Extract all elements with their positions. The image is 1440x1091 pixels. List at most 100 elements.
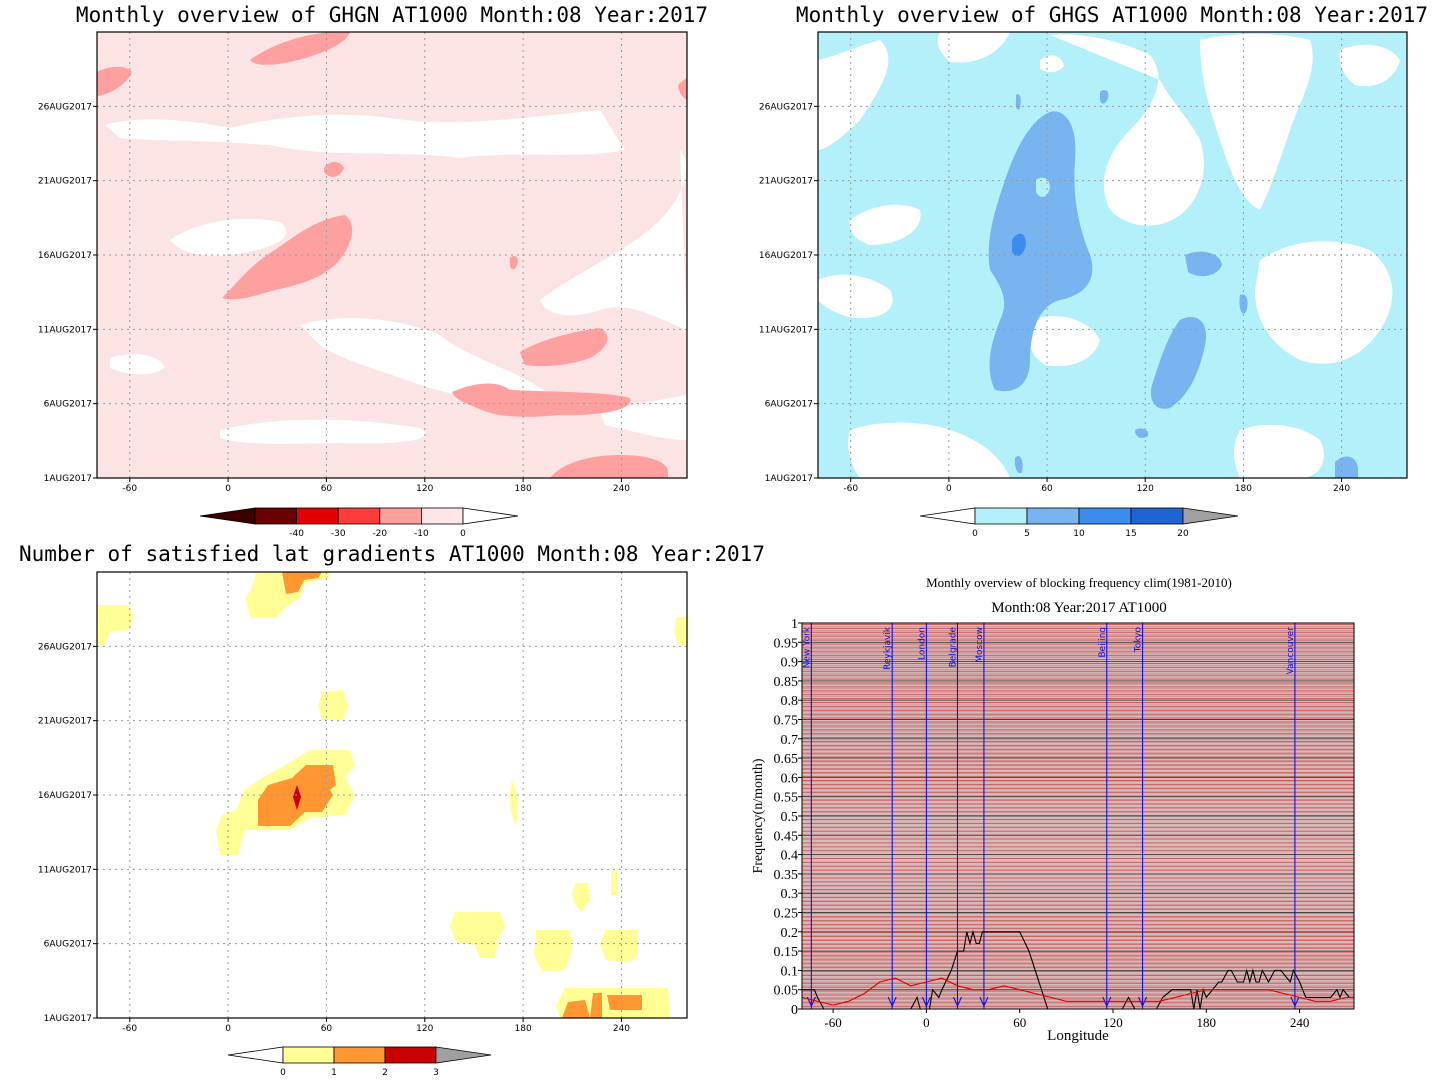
latgrad-colorbar: 0 1 2 3	[227, 1046, 492, 1078]
ghgs-zero-region	[1040, 55, 1064, 73]
latgrad-two-region	[590, 993, 602, 1018]
x-tick-label: -60	[122, 1024, 137, 1034]
colorbar-extend-low	[919, 507, 976, 525]
colorbar-swatch	[974, 507, 1028, 525]
ghgn-grid	[97, 32, 687, 478]
series-line	[801, 977, 1354, 1006]
blocking-city-markers: New York Reykjavik London Belgrade Moscow Bei…	[802, 623, 1300, 1009]
colorbar-label: -20	[372, 529, 387, 539]
city-label: Tokyo	[1134, 627, 1144, 654]
city-arrow-icon	[952, 996, 962, 1008]
ghgs-zero-region	[1234, 424, 1324, 478]
ghgs-title: Monthly overview of GHGS AT1000 Month:08…	[796, 3, 1428, 27]
x-tick-label: 240	[613, 1024, 630, 1034]
x-tick-label: 240	[613, 484, 630, 494]
x-tick-label: 60	[1041, 484, 1053, 494]
latgrad-one-region	[450, 912, 505, 958]
colorbar-swatch	[296, 507, 339, 525]
ghgn-zero-region	[540, 150, 687, 330]
ghgs-colorbar: 0 5 10 15 20	[919, 507, 1239, 539]
x-tick-label: 60	[321, 484, 333, 494]
colorbar-label: 2	[382, 1068, 388, 1078]
colorbar-label: -40	[289, 529, 304, 539]
y-tick-label: 0	[791, 1003, 798, 1018]
colorbar-swatch	[337, 507, 381, 525]
ghgs-zero-region	[818, 40, 889, 150]
y-tick-label: 16AUG2017	[759, 251, 813, 261]
latgrad-one-region	[318, 690, 348, 720]
ghgs-positive-region	[1185, 251, 1222, 277]
latgrad-title: Number of satisfied lat gradients AT1000…	[19, 542, 765, 566]
latgrad-two-region	[607, 995, 642, 1010]
latgrad-one-region	[674, 616, 687, 645]
city-arrow-icon	[1290, 996, 1300, 1008]
y-tick-label: 16AUG2017	[38, 791, 92, 801]
panel-ghgs: Monthly overview of GHGS AT1000 Month:08…	[759, 3, 1428, 539]
latgrad-three-region	[293, 785, 301, 810]
ghgn-colorbar: -40 -30 -20 -10 0	[199, 507, 519, 539]
colorbar-swatch	[384, 1046, 437, 1064]
city-label: Belgrade	[948, 627, 958, 668]
ghgn-title: Monthly overview of GHGN AT1000 Month:08…	[76, 3, 708, 27]
colorbar-label: 0	[972, 529, 978, 539]
y-tick-label: 0.2	[781, 926, 799, 941]
ghgn-zero-region	[220, 419, 426, 444]
colorbar-swatch	[420, 507, 464, 525]
city-arrow-icon	[1138, 996, 1148, 1008]
colorbar-extend-low	[199, 507, 256, 525]
city-label: Vancouver	[1286, 627, 1296, 675]
colorbar-swatch	[333, 1046, 386, 1064]
colorbar-extend-high	[462, 507, 519, 525]
panel-lat-gradients: Number of satisfied lat gradients AT1000…	[19, 542, 765, 1078]
x-tick-label: 0	[946, 484, 952, 494]
ghgs-zero-region	[1050, 34, 1204, 226]
ghgs-zero-region	[1200, 34, 1313, 210]
colorbar-label: 0	[280, 1068, 286, 1078]
y-tick-label: 0.8	[781, 694, 799, 709]
y-tick-label: 0.55	[774, 791, 799, 806]
colorbar-label: 20	[1177, 529, 1189, 539]
colorbar-swatch	[282, 1046, 335, 1064]
latgrad-one-region	[97, 605, 134, 645]
y-tick-label: 0.9	[781, 656, 799, 671]
latgrad-two-region	[282, 572, 322, 594]
colorbar-label: 0	[460, 529, 466, 539]
y-tick-label: 0.1	[781, 964, 799, 979]
city-label: Moscow	[975, 627, 985, 663]
y-tick-label: 26AUG2017	[38, 642, 92, 652]
y-tick-label: 6AUG2017	[44, 400, 92, 410]
ghgs-field	[818, 32, 1400, 478]
blocking-subtitle: Month:08 Year:2017 AT1000	[991, 600, 1166, 616]
colorbar-label: 15	[1125, 529, 1136, 539]
latgrad-axes: -60 0 60 120 180 240 1AUG2017 6AUG2017 11AUG2017…	[38, 642, 630, 1034]
ghgs-axes: -60 0 60 120 180 240 1AUG2017 6AUG2017 11AUG2017…	[759, 102, 1350, 494]
y-tick-label: 26AUG2017	[759, 102, 813, 112]
ghgs-zero-region	[848, 422, 1010, 478]
latgrad-one-region	[611, 870, 617, 895]
latgrad-field	[97, 572, 687, 1018]
ghgs-zero-region	[1339, 44, 1400, 87]
x-tick-label: 180	[515, 484, 532, 494]
y-tick-label: 0.5	[781, 810, 799, 825]
ghgs-zero-region	[1036, 177, 1050, 197]
y-tick-label: 26AUG2017	[38, 102, 92, 112]
colorbar-label: 5	[1024, 529, 1030, 539]
blocking-grid	[802, 622, 1354, 1010]
y-tick-label: 1	[791, 617, 798, 632]
ghgn-negative-region	[97, 66, 132, 96]
ghgn-zero-region	[105, 110, 625, 158]
colorbar-label: 1	[331, 1068, 337, 1078]
city-label: Beijing	[1098, 627, 1108, 658]
y-tick-label: 0.45	[774, 829, 799, 844]
x-tick-label: -60	[824, 1015, 841, 1030]
y-tick-label: 0.3	[781, 887, 799, 902]
city-arrow-icon	[979, 996, 989, 1008]
y-tick-label: 0.6	[781, 771, 799, 786]
colorbar-extend-low	[227, 1046, 284, 1064]
x-tick-label: 120	[1103, 1015, 1123, 1030]
colorbar-swatch	[1130, 507, 1184, 525]
colorbar-swatch	[1026, 507, 1080, 525]
y-tick-label: 1AUG2017	[44, 1014, 92, 1024]
ghgn-negative-region	[510, 255, 518, 270]
